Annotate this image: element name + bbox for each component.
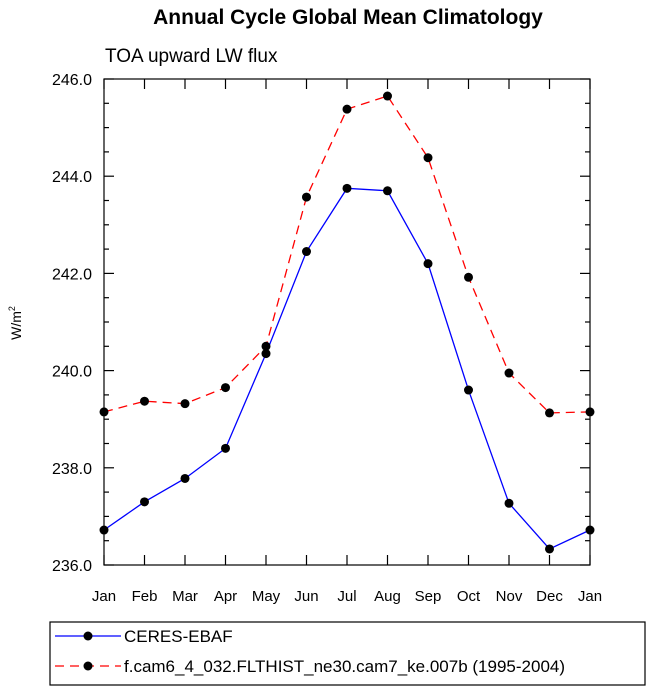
series-1-point [140, 396, 149, 406]
series-0-point [545, 544, 554, 554]
x-tick-label: Sep [415, 588, 442, 605]
x-tick-label: Jan [578, 588, 602, 605]
series-1-point [302, 192, 311, 202]
x-tick-label: Nov [496, 588, 523, 605]
axis-ticks: Jan Feb Mar Apr May Jun Jul Aug Sep Oct Nov Dec Jan2… [52, 72, 602, 605]
series-0-point [180, 473, 190, 483]
series-layer [99, 91, 595, 554]
legend-label-ceres: CERES-EBAF [124, 627, 233, 646]
series-1-point [221, 383, 230, 393]
series-0-point [221, 443, 230, 453]
x-tick-label: Jul [337, 588, 356, 605]
x-tick-label: Aug [374, 588, 401, 605]
x-tick-label: Dec [536, 588, 563, 605]
plot-frame [103, 78, 591, 566]
legend-label-model: f.cam6_4_032.FLTHIST_ne30.cam7_ke.007b (… [124, 657, 565, 676]
series-0-point [342, 183, 352, 193]
series-1-point [423, 153, 433, 163]
series-0-point [302, 247, 311, 257]
x-tick-label: May [252, 588, 281, 605]
series-0-point [464, 385, 473, 395]
y-tick-label: 240.0 [52, 364, 92, 381]
legend-box [49, 621, 646, 686]
x-tick-label: Jun [294, 588, 318, 605]
series-0-point [585, 525, 595, 535]
x-tick-label: Jan [92, 588, 116, 605]
series-1-point [545, 408, 554, 418]
series-1-point [383, 91, 392, 101]
series-1-point [504, 368, 514, 378]
y-tick-label: 236.0 [52, 558, 92, 575]
y-axis-label-main: W/m [8, 311, 24, 340]
y-tick-label: 242.0 [52, 266, 92, 283]
series-0-point [140, 497, 149, 507]
series-0-point [261, 349, 271, 359]
y-tick-label: 238.0 [52, 461, 92, 478]
series-0-point [383, 186, 392, 196]
series-1-point [180, 399, 190, 409]
series-line-1 [103, 95, 591, 414]
chart-title: Annual Cycle Global Mean Climatology [153, 6, 543, 29]
series-1-point [585, 407, 595, 417]
series-0-point [504, 498, 514, 508]
x-tick-label: Oct [457, 588, 481, 605]
series-1-point [99, 407, 109, 417]
legend-marker-ceres [83, 631, 93, 641]
y-tick-label: 244.0 [52, 169, 92, 186]
series-line-0 [103, 187, 591, 550]
x-tick-label: Apr [214, 588, 237, 605]
series-0-point [99, 525, 109, 535]
series-1-point [464, 272, 473, 282]
chart-subtitle: TOA upward LW flux [105, 46, 278, 67]
y-axis-label: W/m2 [7, 306, 24, 340]
series-1-point [261, 341, 271, 351]
y-axis-label-superscript: 2 [7, 306, 17, 311]
x-tick-label: Feb [132, 588, 158, 605]
legend-marker-model [83, 661, 93, 671]
y-tick-label: 246.0 [52, 72, 92, 89]
series-0-point [423, 259, 433, 269]
x-tick-label: Mar [172, 588, 198, 605]
series-1-point [342, 104, 352, 114]
legend: CERES-EBAF f.cam6_4_032.FLTHIST_ne30.cam… [49, 621, 646, 686]
